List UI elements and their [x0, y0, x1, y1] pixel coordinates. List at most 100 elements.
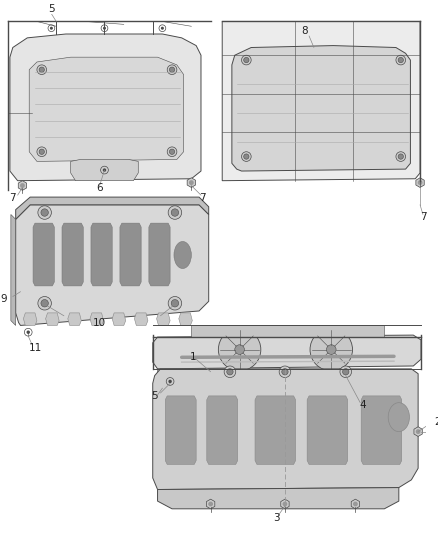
Polygon shape — [255, 396, 296, 464]
Circle shape — [340, 366, 352, 377]
Text: 2: 2 — [434, 417, 438, 427]
Polygon shape — [157, 313, 170, 326]
Polygon shape — [71, 159, 138, 181]
Polygon shape — [62, 223, 83, 286]
Polygon shape — [361, 396, 402, 464]
Circle shape — [37, 65, 46, 75]
Polygon shape — [33, 223, 54, 286]
Circle shape — [189, 180, 194, 185]
Circle shape — [20, 183, 25, 188]
Circle shape — [279, 366, 291, 377]
Circle shape — [283, 502, 287, 506]
Circle shape — [235, 345, 244, 354]
Circle shape — [171, 209, 179, 216]
Polygon shape — [187, 178, 195, 188]
Polygon shape — [222, 21, 420, 181]
Polygon shape — [23, 313, 37, 326]
Circle shape — [398, 58, 403, 63]
Polygon shape — [179, 313, 192, 326]
Text: 5: 5 — [151, 391, 158, 401]
Polygon shape — [191, 326, 385, 337]
Polygon shape — [91, 223, 112, 286]
Ellipse shape — [388, 402, 410, 432]
Polygon shape — [16, 205, 208, 326]
Polygon shape — [11, 214, 16, 326]
Polygon shape — [232, 46, 410, 171]
Circle shape — [353, 502, 358, 506]
Text: 5: 5 — [48, 4, 55, 14]
Text: 7: 7 — [420, 212, 426, 222]
Circle shape — [396, 55, 406, 65]
Circle shape — [167, 65, 177, 75]
Circle shape — [161, 27, 164, 30]
Polygon shape — [416, 178, 424, 188]
Text: 10: 10 — [93, 318, 106, 328]
Polygon shape — [16, 197, 208, 219]
Polygon shape — [351, 499, 360, 509]
Circle shape — [398, 154, 403, 159]
Polygon shape — [112, 313, 126, 326]
Circle shape — [170, 149, 175, 155]
Text: 6: 6 — [96, 183, 103, 193]
Circle shape — [418, 180, 423, 185]
Circle shape — [168, 206, 182, 219]
Polygon shape — [153, 335, 421, 369]
Text: 1: 1 — [190, 352, 197, 362]
Text: 3: 3 — [273, 513, 279, 522]
Ellipse shape — [174, 241, 191, 269]
Circle shape — [416, 429, 420, 434]
Circle shape — [241, 152, 251, 161]
Polygon shape — [90, 313, 103, 326]
Circle shape — [103, 27, 106, 30]
Polygon shape — [307, 396, 348, 464]
Circle shape — [39, 149, 44, 155]
Circle shape — [38, 296, 51, 310]
Polygon shape — [153, 369, 418, 489]
Circle shape — [39, 67, 44, 72]
Polygon shape — [414, 427, 422, 437]
Circle shape — [38, 206, 51, 219]
Polygon shape — [149, 223, 170, 286]
Text: 11: 11 — [28, 343, 42, 353]
Polygon shape — [29, 57, 184, 161]
Text: 8: 8 — [301, 26, 307, 36]
Text: 7: 7 — [200, 193, 206, 203]
Circle shape — [310, 328, 353, 371]
Circle shape — [227, 369, 233, 375]
Circle shape — [167, 147, 177, 157]
Circle shape — [170, 67, 175, 72]
Circle shape — [103, 168, 106, 172]
Circle shape — [282, 369, 288, 375]
Circle shape — [41, 300, 48, 307]
Circle shape — [244, 58, 249, 63]
Text: 4: 4 — [360, 400, 367, 409]
Circle shape — [41, 209, 48, 216]
Polygon shape — [165, 396, 196, 464]
Circle shape — [396, 152, 406, 161]
Circle shape — [326, 345, 336, 354]
Circle shape — [224, 366, 236, 377]
Circle shape — [241, 55, 251, 65]
Text: 9: 9 — [0, 294, 7, 304]
Text: 7: 7 — [10, 193, 16, 203]
Circle shape — [343, 369, 349, 375]
Polygon shape — [120, 223, 141, 286]
Polygon shape — [206, 499, 215, 509]
Circle shape — [168, 379, 172, 383]
Circle shape — [50, 27, 53, 30]
Polygon shape — [207, 396, 238, 464]
Circle shape — [208, 502, 213, 506]
Polygon shape — [134, 313, 148, 326]
Polygon shape — [10, 34, 201, 181]
Polygon shape — [158, 488, 399, 509]
Circle shape — [219, 328, 261, 371]
Circle shape — [37, 147, 46, 157]
Circle shape — [171, 300, 179, 307]
Polygon shape — [281, 499, 289, 509]
Polygon shape — [46, 313, 59, 326]
Polygon shape — [18, 181, 27, 190]
Circle shape — [27, 330, 30, 334]
Circle shape — [168, 296, 182, 310]
Polygon shape — [68, 313, 81, 326]
Circle shape — [244, 154, 249, 159]
